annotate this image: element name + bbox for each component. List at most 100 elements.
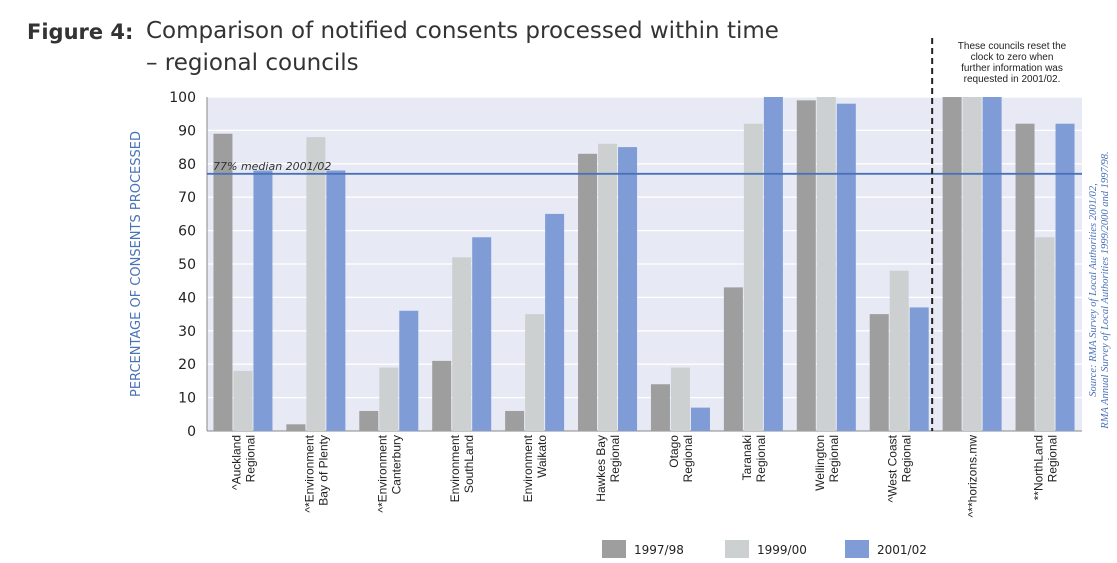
bar — [472, 237, 492, 431]
bar — [326, 170, 346, 432]
bar — [379, 367, 399, 431]
legend-label: 2001/02 — [877, 543, 927, 557]
x-tick-label: Bay of Plenty — [316, 435, 330, 506]
x-category-label: Hawkes Bay Regional — [594, 435, 622, 502]
bar — [650, 384, 670, 431]
x-category-label: Taranaki Regional — [740, 435, 768, 482]
bar — [598, 143, 618, 431]
bar — [690, 407, 710, 431]
source-text: Source: RMA Survey of Local Authorities … — [1088, 183, 1099, 397]
y-axis-title: PERCENTAGE OF CONSENTS PROCESSED — [129, 131, 144, 397]
note-text-line: further information was — [961, 63, 1063, 74]
x-tick-label: Regional — [681, 435, 695, 482]
x-tick-label: ^*Environment — [302, 434, 316, 512]
note-text-line: These councils reset the — [958, 41, 1067, 52]
bar — [578, 153, 598, 431]
bar — [213, 133, 233, 432]
bar — [359, 410, 379, 431]
legend-label: 1999/00 — [757, 543, 807, 557]
bar — [233, 370, 253, 431]
y-tick-label: 90 — [178, 123, 196, 139]
bar — [1035, 237, 1055, 431]
bar — [836, 103, 856, 432]
bar — [525, 314, 545, 431]
bar — [286, 424, 306, 431]
x-tick-label: Environment — [521, 434, 535, 502]
x-category-label: ^*Environment Bay of Plenty — [302, 434, 330, 512]
x-tick-label: Environment — [448, 434, 462, 502]
bar — [743, 123, 763, 431]
y-tick-label: 10 — [178, 391, 196, 407]
x-category-label: Environment Waikato — [521, 434, 549, 502]
x-tick-label: Wellington — [813, 435, 827, 491]
bar — [253, 170, 273, 432]
y-tick-label: 20 — [178, 357, 196, 373]
bar — [796, 100, 816, 431]
bar — [306, 137, 326, 431]
bar — [670, 367, 690, 431]
bar — [452, 257, 472, 431]
x-tick-label: Regional — [754, 435, 768, 482]
x-tick-label: **NorthLand — [1032, 435, 1046, 500]
bar — [399, 310, 419, 431]
y-tick-label: 30 — [178, 324, 196, 340]
bar — [982, 97, 1002, 431]
legend-swatch — [725, 540, 749, 558]
x-tick-label: Regional — [900, 435, 914, 482]
y-tick-label: 50 — [178, 257, 196, 273]
x-tick-label: SouthLand — [462, 435, 476, 493]
x-tick-label: Regional — [243, 435, 257, 482]
x-tick-label: Regional — [1046, 435, 1060, 482]
legend-swatch — [602, 540, 626, 558]
figure-title-line-2: – regional councils — [146, 50, 359, 76]
x-category-label: ^West Coast Regional — [886, 434, 914, 502]
bar — [1055, 123, 1075, 431]
x-category-label: **NorthLand Regional — [1032, 435, 1060, 500]
bar — [942, 97, 962, 431]
x-tick-label: Hawkes Bay — [594, 435, 608, 502]
note-text-line: requested in 2001/02. — [964, 74, 1061, 85]
x-category-label: Otago Regional — [667, 435, 695, 483]
x-tick-label: Regional — [608, 435, 622, 482]
x-category-label: Wellington Regional — [813, 435, 841, 491]
legend-label: 1997/98 — [634, 543, 684, 557]
x-category-label: ^*Environment Canterbury — [375, 434, 403, 512]
figure-label: Figure 4: — [27, 20, 134, 44]
x-tick-label: Waikato — [535, 435, 549, 478]
x-category-label: ^Auckland Regional — [229, 435, 257, 490]
y-tick-label: 60 — [178, 224, 196, 240]
note-text-line: clock to zero when — [971, 52, 1054, 63]
y-tick-label: 40 — [178, 290, 196, 306]
x-category-label: ^**horizons.mw — [966, 435, 980, 518]
bar — [618, 147, 638, 431]
bar — [432, 360, 452, 431]
x-tick-label: ^West Coast — [886, 434, 900, 502]
bar — [869, 314, 889, 431]
x-category-label: Environment SouthLand — [448, 434, 476, 502]
bar — [962, 97, 982, 431]
y-tick-label: 0 — [187, 424, 196, 440]
y-tick-label: 70 — [178, 190, 196, 206]
bar — [889, 270, 909, 431]
x-tick-label: Otago — [667, 435, 681, 468]
x-tick-label: Regional — [827, 435, 841, 482]
source-text: RMA Annual Survey of Local Authorities 1… — [1100, 151, 1111, 429]
bar — [545, 213, 565, 431]
x-tick-label: Taranaki — [740, 435, 754, 480]
x-tick-label: ^Auckland — [229, 435, 243, 490]
x-tick-label: ^*Environment — [375, 434, 389, 512]
x-tick-label: ^**horizons.mw — [966, 435, 980, 518]
legend-swatch — [845, 540, 869, 558]
y-tick-label: 80 — [178, 157, 196, 173]
bar — [909, 307, 929, 431]
bar — [723, 287, 743, 431]
figure-title-line-1: Comparison of notified consents processe… — [146, 18, 779, 44]
median-label: 77% median 2001/02 — [213, 160, 331, 173]
bar — [1015, 123, 1035, 431]
y-tick-label: 100 — [169, 90, 196, 106]
bar — [763, 97, 783, 431]
x-tick-label: Canterbury — [389, 435, 403, 494]
bar — [816, 97, 836, 431]
bar — [505, 410, 525, 431]
